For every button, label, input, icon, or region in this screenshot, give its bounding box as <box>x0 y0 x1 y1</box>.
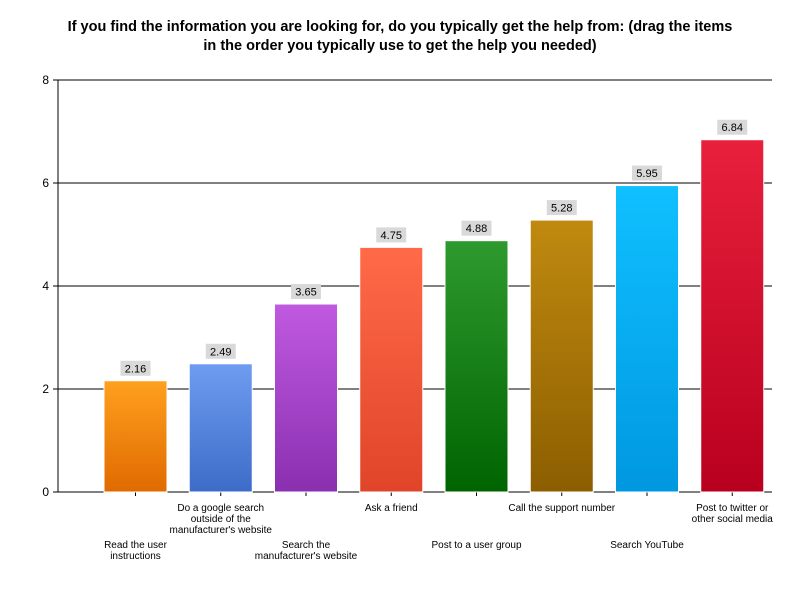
bar <box>700 139 765 493</box>
y-tick-label: 6 <box>42 176 49 190</box>
value-label: 5.95 <box>636 168 657 180</box>
value-label: 5.28 <box>551 203 572 215</box>
value-label: 6.84 <box>722 122 743 134</box>
y-tick-label: 8 <box>42 73 49 87</box>
bar <box>615 185 679 493</box>
value-label-box <box>291 284 321 300</box>
category-label: Post to twitter or other social media <box>691 503 773 525</box>
category-label: Ask a friend <box>364 503 418 514</box>
value-label: 4.75 <box>381 230 402 242</box>
category-label: Read the user instructions <box>104 540 167 562</box>
value-label: 4.88 <box>466 223 487 235</box>
category-label: Search the manufacturer's website <box>254 540 358 562</box>
bar <box>188 363 253 493</box>
value-label-box <box>120 360 151 376</box>
bars <box>103 139 765 493</box>
bar <box>444 240 509 493</box>
category-label: Do a google search outside of the manufa… <box>169 503 272 536</box>
y-tick-label: 0 <box>42 485 49 499</box>
y-tick-label: 4 <box>42 279 49 293</box>
bar <box>103 380 168 493</box>
bar <box>529 219 594 493</box>
value-label: 2.16 <box>125 363 146 375</box>
category-label: Search YouTube <box>610 540 684 551</box>
value-label: 3.65 <box>295 287 316 299</box>
category-label: Post to a user group <box>431 540 522 551</box>
value-label: 2.49 <box>210 346 231 358</box>
value-label-box <box>632 165 662 181</box>
value-label-box <box>546 200 577 216</box>
value-labels: 2.16 2.49 3.65 4.75 4.88 5.28 5.95 6.84 <box>120 119 748 376</box>
bar <box>274 303 338 493</box>
value-label-box <box>717 119 748 135</box>
value-label-box <box>205 343 236 359</box>
chart-title: If you find the information you are look… <box>67 19 733 54</box>
value-label-box <box>376 227 407 243</box>
value-label-box <box>461 220 492 236</box>
category-label: Call the support number <box>508 503 616 514</box>
bar <box>359 246 424 493</box>
y-tick-label: 2 <box>42 382 49 396</box>
